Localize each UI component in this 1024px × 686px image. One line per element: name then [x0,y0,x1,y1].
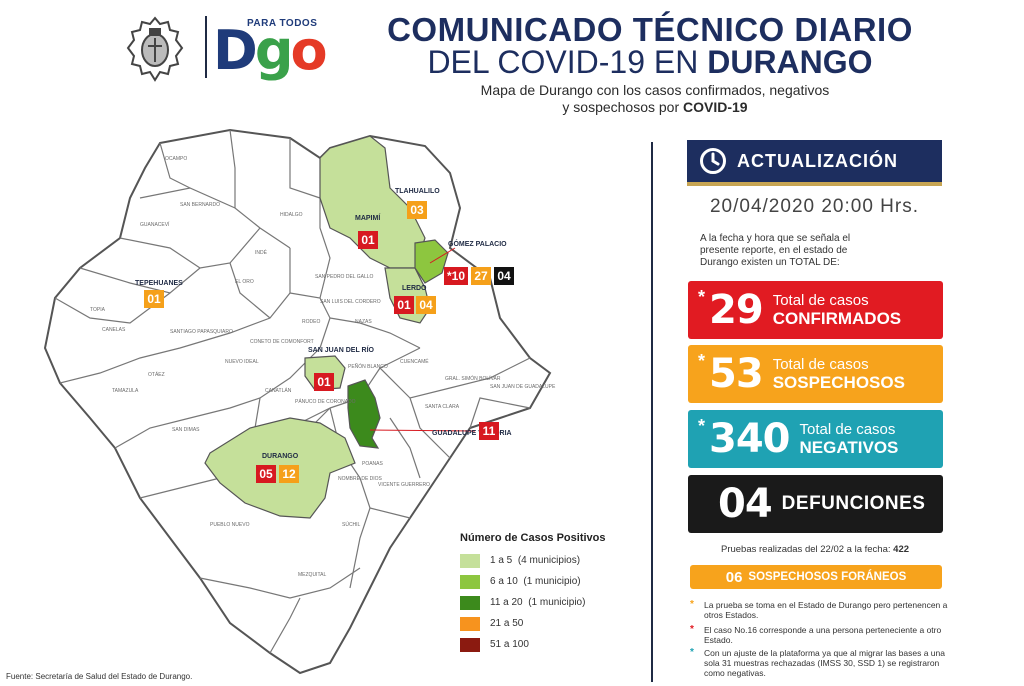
footnote: * El caso No.16 corresponde a una persona… [690,624,942,646]
tlahualilo-suspected-badge: 03 [407,201,427,219]
label-guanacevi: GUANACEVÍ [140,221,170,228]
label-san-pedro: SAN PEDRO DEL GALLO [315,274,374,280]
tests-summary: Pruebas realizadas del 22/02 a la fecha:… [720,544,910,555]
deaths-count: 04 [718,481,773,527]
label-san-luis: SAN LUIS DEL CORDERO [320,299,381,305]
legend-item: 21 a 50 [460,613,640,634]
legend-title: Número de Casos Positivos [460,532,606,544]
label-nuevo-ideal: NUEVO IDEAL [225,359,259,365]
map-legend: Número de Casos Positivos 1 a 5 (4 munic… [460,532,640,655]
label-el-oro: EL ORO [235,279,254,285]
label-san-juan: SAN JUAN DEL RÍO [308,345,375,354]
label-coneto: CONETO DE COMONFORT [250,339,314,345]
label-simon-bolivar: GRAL. SIMÓN BOLÍVAR [445,375,501,382]
suspected-count: 53 [709,351,764,397]
page-subtitle: Mapa de Durango con los casos confirmado… [480,82,830,115]
label-ocampo: OCAMPO [165,156,187,162]
label-nazas: NAZAS [355,319,372,325]
lerdo-confirmed-badge: 01 [394,296,414,314]
legend-item: 6 a 10 (1 municipio) [460,571,640,592]
label-panuco: PÁNUCO DE CORONADO [295,398,356,405]
label-canatlan: CANATLÁN [265,387,292,394]
update-datetime: 20/04/2020 20:00 Hrs. [709,196,920,217]
label-gomez-palacio: GÓMEZ PALACIO [448,239,507,248]
durango-map: OCAMPO SAN BERNARDO GUANACEVÍ HIDALGO IN… [30,118,630,678]
confirmed-cases-card: * 29 Total de casos CONFIRMADOS [688,281,943,339]
label-otaez: OTÁEZ [148,371,165,378]
gomez-deaths-badge: 04 [494,267,514,285]
label-vicente-guerrero: VICENTE GUERRERO [378,482,430,488]
label-tepehuanes: TEPEHUANES [135,280,183,287]
mapimi-confirmed-badge: 01 [358,231,378,249]
footnote: * Con un ajuste de la plataforma ya que a… [690,647,945,679]
logo-small-text: PARA TODOS [247,18,318,29]
label-santiago: SANTIAGO PAPASQUIARO [170,329,233,335]
negative-count: 340 [709,416,790,462]
label-mezquital: MEZQUITAL [298,572,326,578]
label-pueblo-nuevo: PUEBLO NUEVO [210,522,250,528]
header-divider [205,16,207,78]
label-san-juan-guadalupe: SAN JUAN DE GUADALUPE [490,384,556,390]
page-title-line2: DEL COVID-19 EN DURANGO [427,44,873,80]
guadalupe-victoria-region [347,379,381,449]
intro-text: A la fecha y hora que se señala el prese… [700,233,851,268]
update-label: ACTUALIZACIÓN [737,150,898,171]
negative-cases-card: * 340 Total de casos NEGATIVOS [688,410,943,468]
legend-item: 11 a 20 (1 municipio) [460,592,640,613]
legend-item: 1 a 5 (4 municipios) [460,550,640,571]
gomez-palacio-region [414,239,449,284]
label-suchil: SÚCHIL [342,521,361,528]
label-san-bernardo: SAN BERNARDO [180,202,220,208]
label-tamazula: TAMAZULA [112,388,139,394]
label-tlahualilo: TLAHUALILO [395,188,440,195]
foreign-suspects-banner: 06 SOSPECHOSOS FORÁNEOS [690,565,942,589]
label-santa-clara: SANTA CLARA [425,404,460,410]
deaths-card: 04 DEFUNCIONES [688,475,943,533]
label-hidalgo: HIDALGO [280,212,303,218]
lerdo-suspected-badge: 04 [416,296,436,314]
dgo-logo: PARA TODOS Dgo [213,14,328,84]
label-inde: INDÉ [255,249,268,256]
durango-suspected-badge: 12 [279,465,299,483]
clock-icon [699,147,727,175]
source-note: Fuente: Secretaría de Salud del Estado d… [6,672,193,681]
label-durango: DURANGO [262,453,299,460]
label-poanas: POANAS [362,461,384,467]
tepehuanes-suspected-badge: 01 [144,290,164,308]
coat-of-arms-icon [120,14,190,86]
label-nombre-de-dios: NOMBRE DE DIOS [338,476,383,482]
guadalupe-confirmed-badge: 11 [479,422,499,440]
label-rodeo: RODEO [302,319,320,325]
confirmed-count: 29 [709,287,764,333]
gomez-suspected-badge: 27 [471,267,491,285]
update-header: ACTUALIZACIÓN [687,140,942,186]
footnote: * La prueba se toma en el Estado de Duran… [690,599,948,621]
label-canelas: CANELAS [102,327,126,333]
suspected-cases-card: * 53 Total de casos SOSPECHOSOS [688,345,943,403]
label-cuencame: CUENCAMÉ [400,358,429,365]
label-guadalupe-victoria: GUADALUPE VICTORIA [432,430,512,437]
logo-letters: Dgo [213,19,328,82]
legend-item: 51 a 100 [460,634,640,655]
deaths-label: DEFUNCIONES [781,493,926,514]
panel-divider [651,142,653,682]
label-topia: TOPIA [90,307,106,313]
label-lerdo: LERDO [402,285,427,292]
san-juan-confirmed-badge: 01 [314,373,334,391]
label-penon-blanco: PEÑÓN BLANCO [348,363,388,370]
durango-confirmed-badge: 05 [256,465,276,483]
page-title: COMUNICADO TÉCNICO DIARIO [387,11,913,48]
gomez-confirmed-badge: *10 [444,267,469,285]
label-san-dimas: SAN DIMAS [172,427,200,433]
label-mapimi: MAPIMÍ [355,213,381,222]
